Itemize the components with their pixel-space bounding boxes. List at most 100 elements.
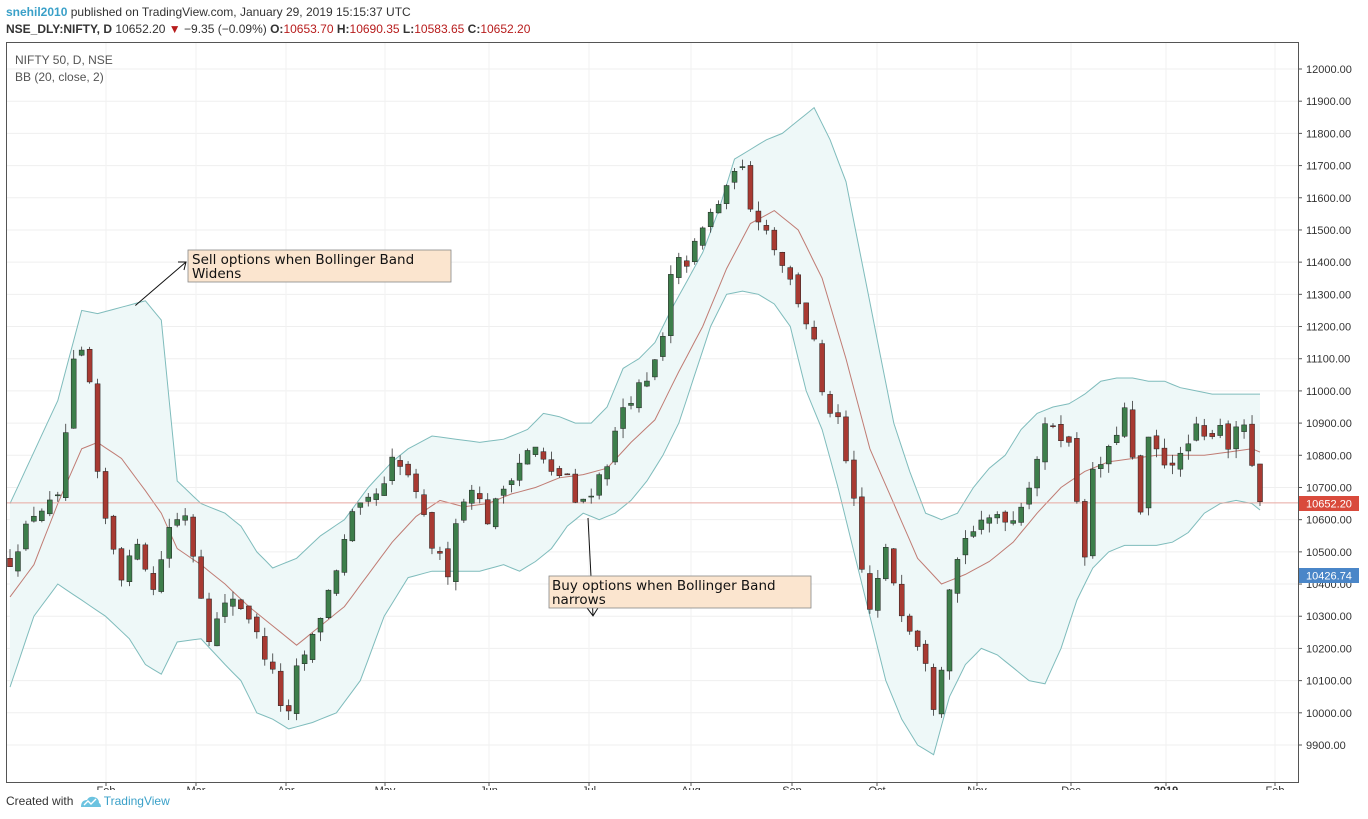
candle[interactable]	[803, 302, 809, 330]
candle[interactable]	[389, 448, 395, 485]
candle[interactable]	[150, 566, 157, 596]
price-chart[interactable]: 12000.00 11900.00 11800.00 11700.00 11600.00…	[0, 0, 1368, 790]
candle[interactable]	[811, 320, 817, 342]
candle[interactable]	[668, 265, 674, 344]
candle[interactable]	[906, 613, 913, 635]
candle[interactable]	[564, 473, 571, 476]
candle[interactable]	[437, 546, 443, 560]
candle[interactable]	[580, 498, 586, 504]
candle[interactable]	[835, 404, 841, 424]
candle[interactable]	[962, 530, 969, 565]
candle[interactable]	[779, 251, 786, 273]
candle[interactable]	[492, 497, 499, 530]
candle[interactable]	[94, 378, 101, 479]
candle[interactable]	[827, 390, 833, 418]
candle[interactable]	[1225, 420, 1231, 459]
candle[interactable]	[174, 512, 180, 528]
candle[interactable]	[620, 398, 626, 439]
candle[interactable]	[970, 525, 977, 538]
candle[interactable]	[684, 255, 690, 273]
candle[interactable]	[429, 511, 435, 555]
candle[interactable]	[142, 542, 149, 572]
candle[interactable]	[867, 565, 873, 614]
candle[interactable]	[556, 465, 563, 478]
candle[interactable]	[445, 541, 451, 585]
candle[interactable]	[31, 506, 37, 523]
annotation-buy-box[interactable]	[548, 575, 812, 609]
candle[interactable]	[763, 219, 770, 235]
candle[interactable]	[365, 493, 372, 507]
candle[interactable]	[254, 613, 260, 639]
candle[interactable]	[723, 184, 730, 210]
candle[interactable]	[39, 508, 45, 523]
candle[interactable]	[978, 510, 985, 535]
candle[interactable]	[875, 569, 881, 618]
candle[interactable]	[166, 518, 172, 568]
candle[interactable]	[699, 226, 706, 250]
candle[interactable]	[126, 549, 133, 587]
tradingview-brand-link[interactable]: TradingView	[103, 794, 170, 808]
candle[interactable]	[851, 450, 857, 507]
candle[interactable]	[1066, 435, 1072, 447]
candle[interactable]	[277, 663, 284, 712]
candle[interactable]	[325, 589, 332, 619]
candle[interactable]	[938, 666, 945, 718]
candle[interactable]	[500, 485, 507, 504]
candle[interactable]	[453, 518, 459, 591]
candle[interactable]	[1098, 456, 1104, 478]
candle[interactable]	[484, 493, 491, 525]
candle[interactable]	[238, 598, 244, 610]
candle[interactable]	[1169, 454, 1176, 475]
candle[interactable]	[62, 423, 69, 501]
candle[interactable]	[898, 574, 905, 623]
candle[interactable]	[7, 549, 13, 568]
candle[interactable]	[1241, 419, 1247, 439]
candles[interactable]	[7, 159, 1263, 721]
candle[interactable]	[381, 476, 387, 496]
time-axis[interactable]: Feb Mar Apr May Jun Jul Aug Sep Oct Nov Dec 2019 Feb	[97, 782, 1285, 790]
candle[interactable]	[405, 461, 411, 478]
candle[interactable]	[469, 484, 475, 510]
candle[interactable]	[508, 478, 515, 493]
candle[interactable]	[190, 514, 196, 563]
candle[interactable]	[1074, 432, 1080, 504]
candle[interactable]	[715, 200, 722, 214]
candle[interactable]	[102, 467, 109, 525]
candle[interactable]	[676, 252, 682, 285]
candle[interactable]	[524, 448, 531, 465]
candle[interactable]	[373, 488, 379, 506]
candle[interactable]	[461, 498, 467, 523]
candle[interactable]	[15, 544, 21, 577]
candle[interactable]	[110, 514, 117, 555]
candle[interactable]	[636, 379, 642, 413]
candle[interactable]	[206, 592, 212, 647]
candle[interactable]	[612, 427, 618, 465]
candle[interactable]	[230, 591, 236, 616]
candle[interactable]	[246, 605, 252, 624]
candle[interactable]	[739, 159, 746, 171]
candle[interactable]	[341, 534, 348, 576]
candle[interactable]	[914, 629, 921, 651]
candle[interactable]	[644, 372, 650, 388]
candle[interactable]	[214, 612, 220, 647]
candle[interactable]	[922, 640, 929, 672]
candle[interactable]	[55, 491, 61, 502]
candle[interactable]	[47, 491, 53, 517]
candle[interactable]	[1153, 429, 1160, 458]
candle[interactable]	[397, 455, 403, 476]
candle[interactable]	[1082, 498, 1088, 566]
candle[interactable]	[134, 538, 141, 561]
candle[interactable]	[222, 593, 228, 624]
candle[interactable]	[285, 699, 292, 720]
candle[interactable]	[859, 487, 865, 573]
candle[interactable]	[1137, 454, 1144, 515]
candle[interactable]	[731, 167, 738, 190]
candle[interactable]	[70, 349, 77, 429]
candle[interactable]	[349, 508, 356, 542]
candle[interactable]	[1010, 511, 1016, 526]
candle[interactable]	[1018, 502, 1024, 526]
candle[interactable]	[516, 453, 523, 487]
candle[interactable]	[1121, 402, 1128, 438]
candle[interactable]	[1042, 417, 1048, 470]
candle[interactable]	[843, 410, 849, 464]
